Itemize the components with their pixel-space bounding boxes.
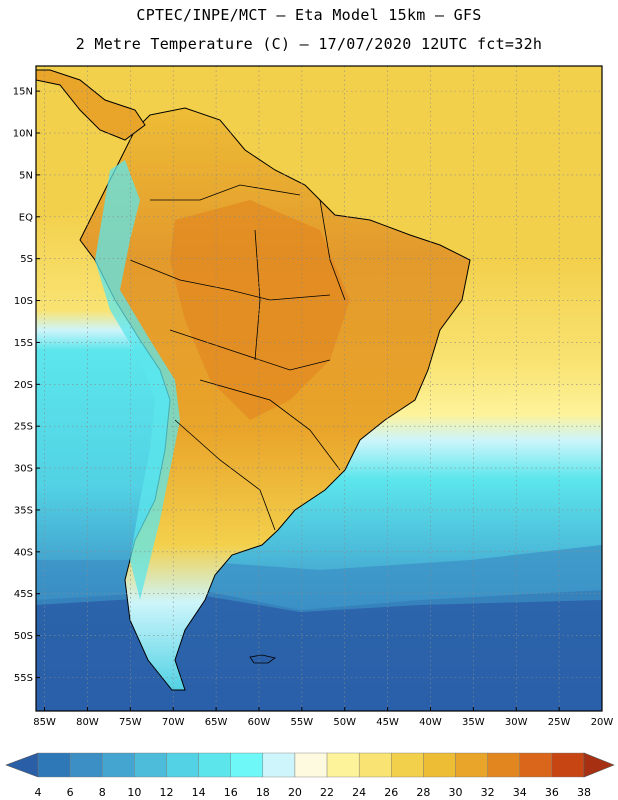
colorbar-tick-label: 38 [577, 786, 591, 799]
lon-tick-label: 80W [76, 717, 99, 728]
colorbar-tick-label: 20 [288, 786, 302, 799]
colorbar-segment [37, 752, 71, 778]
colorbar-segment [487, 752, 520, 778]
colorbar-segment [134, 752, 167, 778]
colorbar-segment [358, 752, 392, 778]
lon-tick-label: 40W [419, 717, 442, 728]
colorbar-tick-label: 30 [449, 786, 463, 799]
country-borders [129, 184, 346, 531]
colorbar-tick-label: 28 [416, 786, 430, 799]
colorbar-tick-label: 22 [320, 786, 334, 799]
colorbar-segment [69, 752, 103, 778]
lat-tick-label: 5N [19, 170, 33, 181]
colorbar-segment [326, 752, 360, 778]
lon-tick-label: 50W [333, 717, 356, 728]
colorbar-segment [198, 752, 231, 778]
lat-tick-label: EQ [19, 212, 33, 223]
lon-tick-label: 45W [376, 717, 399, 728]
colorbar-tick-label: 6 [67, 786, 74, 799]
colorbar-min-arrow [5, 752, 39, 778]
lat-tick-label: 10S [14, 296, 33, 307]
colorbar-max-arrow [583, 752, 615, 778]
colorbar-tick-label: 8 [99, 786, 106, 799]
lat-tick-label: 35S [14, 505, 33, 516]
latitude-axis: 15N 10N 5N EQ 5S 10S 15S 20S 25S 30S 35S 40S 45S 50S 5… [13, 87, 40, 684]
colorbar-segment [423, 752, 456, 778]
colorbar-tick-label: 4 [35, 786, 42, 799]
lat-tick-label: 45S [14, 589, 33, 600]
hot-core-region [170, 200, 350, 420]
lon-tick-label: 60W [248, 717, 271, 728]
lon-tick-label: 70W [162, 717, 185, 728]
lon-tick-label: 30W [505, 717, 528, 728]
colorbar-segment [262, 752, 296, 778]
colorbar-tick-label: 26 [384, 786, 398, 799]
colorbar-tick-label: 18 [256, 786, 270, 799]
map-field [36, 66, 602, 711]
colorbar-segment [102, 752, 135, 778]
lon-tick-label: 75W [119, 717, 142, 728]
temperature-colorbar [5, 752, 615, 778]
colorbar-segment [166, 752, 199, 778]
colorbar-labels: 4 6 8 10 12 14 16 18 20 22 24 26 28 30 32 34 36 38 [35, 786, 592, 799]
map-frame [35, 65, 603, 712]
colorbar-tick-label: 14 [192, 786, 206, 799]
lat-tick-label: 15N [13, 87, 33, 98]
colorbar-segment [551, 752, 585, 778]
falkland-islands [249, 654, 276, 664]
lat-tick-label: 15S [14, 338, 33, 349]
colorbar-tick-label: 34 [513, 786, 527, 799]
colorbar-segment [230, 752, 264, 778]
lat-tick-label: 30S [14, 464, 33, 475]
lon-tick-label: 55W [291, 717, 314, 728]
lat-tick-label: 10N [13, 129, 33, 140]
map-title-line1: CPTEC/INPE/MCT – Eta Model 15km – GFS [136, 6, 482, 24]
colorbar-segment [455, 752, 488, 778]
lat-tick-label: 50S [14, 631, 33, 642]
lat-tick-label: 20S [14, 380, 33, 391]
lat-tick-label: 55S [14, 673, 33, 684]
lon-tick-label: 85W [33, 717, 56, 728]
colorbar-tick-label: 12 [159, 786, 173, 799]
colorbar-tick-label: 16 [224, 786, 238, 799]
colorbar-segment [519, 752, 553, 778]
lon-tick-label: 65W [205, 717, 228, 728]
colorbar-tick-label: 36 [545, 786, 559, 799]
lon-tick-label: 35W [462, 717, 485, 728]
lat-tick-label: 5S [20, 254, 33, 265]
lon-tick-label: 20W [591, 717, 614, 728]
colorbar-tick-label: 32 [481, 786, 495, 799]
lon-tick-label: 25W [548, 717, 571, 728]
lat-tick-label: 25S [14, 422, 33, 433]
central-america [36, 69, 146, 141]
colorbar-segment [391, 752, 424, 778]
map-title-line2: 2 Metre Temperature (C) – 17/07/2020 12U… [75, 35, 543, 53]
lat-tick-label: 40S [14, 547, 33, 558]
colorbar-tick-label: 24 [352, 786, 366, 799]
longitude-axis: 85W 80W 75W 70W 65W 60W 55W 50W 45W 40W 35W 30W 25W 2… [33, 707, 613, 728]
andes-cold-strip [95, 160, 180, 600]
colorbar-segment [294, 752, 328, 778]
colorbar-tick-label: 10 [127, 786, 141, 799]
